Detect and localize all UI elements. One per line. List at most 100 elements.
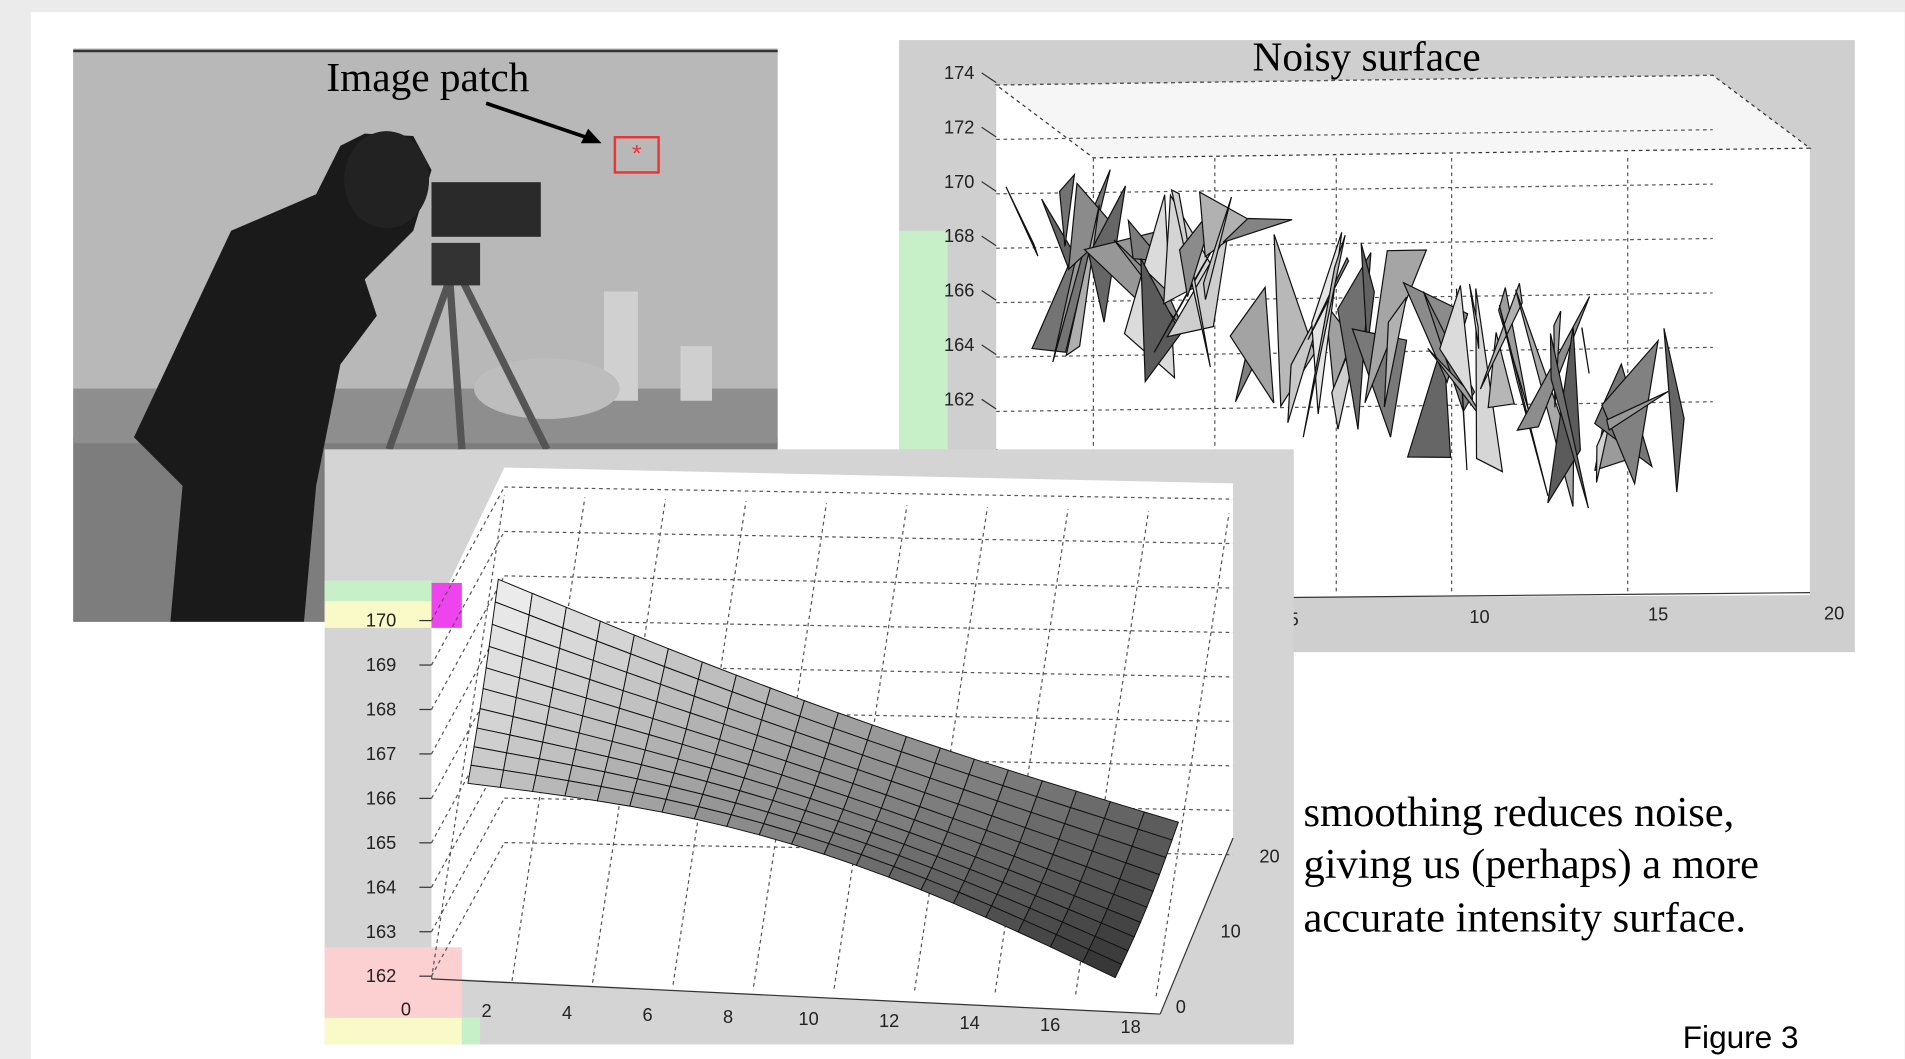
z-tick-label: 172 [944, 117, 974, 137]
grid-line [430, 797, 505, 933]
z-tick-label: 167 [366, 744, 396, 764]
grid-line [1155, 512, 1230, 997]
x-tick-label: 12 [879, 1011, 899, 1031]
surface-facet [1606, 390, 1669, 432]
arrow-head [580, 128, 602, 144]
grid-line [504, 575, 1234, 589]
surface-facet [1549, 333, 1589, 509]
grid-line [996, 74, 1713, 86]
caption-line: smoothing reduces noise, [1303, 789, 1734, 836]
patch-box [613, 136, 660, 174]
patch-marker: * [632, 141, 642, 168]
caption-line: giving us (perhaps) a more [1303, 841, 1759, 888]
surface-facet [1581, 327, 1590, 374]
surface-facet [1229, 285, 1275, 404]
noisy-panel: 1741721701681661641625101520 [899, 40, 1855, 653]
grid-line [996, 183, 1713, 195]
surface-facet [1202, 196, 1233, 300]
axis-line [1159, 837, 1234, 1015]
y-tick-label: 10 [1220, 922, 1240, 942]
x-tick-label: 2 [481, 1001, 491, 1021]
caption-line: accurate intensity surface. [1303, 894, 1745, 941]
x-tick-label: 16 [1040, 1015, 1060, 1035]
y-tick-label: 20 [1259, 846, 1279, 866]
x-tick-label: 18 [1121, 1017, 1141, 1037]
x-tick-label: 8 [723, 1007, 733, 1027]
tick-mark [981, 398, 997, 410]
grid-line [430, 495, 505, 979]
x-tick-label: 10 [1469, 607, 1489, 627]
x-tick-label: 4 [562, 1003, 572, 1023]
noisy-title: Noisy surface [1253, 33, 1481, 79]
z-tick-label: 169 [366, 655, 396, 675]
grid-line [504, 664, 1234, 678]
tick-mark [981, 235, 997, 247]
z-tick-label: 166 [944, 281, 974, 301]
grid-line [914, 507, 989, 991]
tick-mark [981, 344, 997, 356]
grid-line [996, 129, 1713, 141]
grid-line [752, 503, 828, 987]
grid-line [430, 575, 505, 710]
z-tick-label: 164 [944, 335, 974, 355]
surface-facet [1663, 328, 1685, 493]
tick-mark [981, 126, 997, 138]
arrow [485, 101, 594, 142]
grid-line [430, 486, 505, 621]
surface-facet [1065, 204, 1100, 357]
tick-mark [981, 289, 997, 301]
surface-facet [1479, 283, 1523, 390]
grid-line [833, 505, 908, 989]
z-tick-label: 162 [944, 389, 974, 409]
grid-line [430, 531, 505, 666]
surface-facet [1360, 243, 1375, 349]
surface-facet [1140, 258, 1182, 384]
x-tick-label: 10 [798, 1009, 818, 1029]
grid-line [430, 842, 505, 977]
z-tick-label: 165 [366, 833, 396, 853]
surface-facet [1058, 172, 1076, 247]
grid-line [672, 501, 747, 985]
surface-facet [1498, 304, 1549, 497]
z-tick-label: 163 [366, 922, 396, 942]
x-tick-label: 20 [1824, 603, 1844, 623]
x-tick-label: 15 [1648, 605, 1668, 625]
surface-facet [1302, 235, 1346, 438]
z-tick-label: 170 [944, 172, 974, 192]
grid-line [504, 486, 1234, 500]
surface-facet [1383, 296, 1408, 408]
surface-facet [1439, 285, 1474, 401]
tick-mark [981, 181, 997, 192]
grid-line [591, 499, 667, 983]
z-tick-label: 164 [366, 877, 396, 897]
axis-line [1287, 592, 1810, 599]
surface-facet [1082, 948, 1123, 979]
surface-facet [1222, 217, 1293, 243]
grid-line [511, 497, 586, 981]
axis-line [431, 978, 1161, 1015]
z-tick-label: 168 [366, 700, 396, 720]
z-tick-label: 162 [366, 966, 396, 986]
figure-label: Figure 3 [1683, 1019, 1799, 1055]
surface-facet [1406, 340, 1452, 458]
grid-line [504, 708, 1234, 722]
surface-facet [1475, 288, 1504, 473]
surface-facet [1287, 301, 1325, 423]
z-tick-label: 174 [944, 63, 974, 83]
x-tick-label: 6 [642, 1005, 652, 1025]
surface-facet [1165, 232, 1229, 338]
z-tick-label: 168 [944, 226, 974, 246]
surface-facet [1468, 283, 1480, 349]
y-tick-label: 0 [1176, 997, 1186, 1017]
z-tick-label: 166 [366, 788, 396, 808]
x-tick-label: 0 [401, 999, 411, 1019]
x-tick-label: 14 [959, 1013, 979, 1033]
z-tick-label: 170 [366, 611, 396, 631]
image-label: Image patch [326, 54, 529, 100]
grid-line [504, 530, 1234, 545]
tick-mark [981, 72, 997, 84]
surface-facet [1005, 186, 1039, 257]
